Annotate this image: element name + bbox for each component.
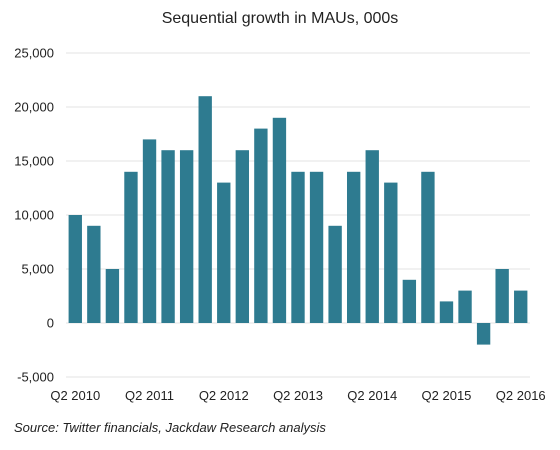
chart-title: Sequential growth in MAUs, 000s bbox=[161, 10, 399, 27]
bar bbox=[254, 128, 268, 323]
bar bbox=[291, 171, 305, 323]
y-tick-label: 10,000 bbox=[14, 208, 54, 223]
bar bbox=[458, 290, 472, 323]
x-tick-label: Q2 2011 bbox=[125, 388, 174, 403]
bar bbox=[87, 225, 101, 323]
y-tick-label: 25,000 bbox=[14, 46, 54, 61]
y-tick-label: 15,000 bbox=[14, 154, 54, 169]
bar bbox=[198, 96, 212, 323]
x-tick-label: Q2 2010 bbox=[50, 388, 100, 403]
x-tick-label: Q2 2012 bbox=[199, 388, 249, 403]
bar bbox=[272, 117, 287, 323]
y-tick-label: 5,000 bbox=[21, 262, 54, 277]
y-tick-label: -5,000 bbox=[17, 370, 54, 385]
bar bbox=[439, 301, 454, 323]
bar bbox=[514, 290, 528, 323]
bar bbox=[476, 323, 491, 345]
y-tick-label: 20,000 bbox=[14, 100, 54, 115]
x-tick-label: Q2 2014 bbox=[347, 388, 397, 403]
bar bbox=[105, 269, 120, 323]
x-tick-label: Q2 2016 bbox=[496, 388, 546, 403]
bar bbox=[161, 150, 175, 323]
bar bbox=[124, 171, 138, 323]
bar bbox=[142, 139, 157, 323]
bar bbox=[68, 215, 82, 323]
x-tick-label: Q2 2013 bbox=[273, 388, 323, 403]
bar bbox=[365, 150, 379, 323]
bar bbox=[402, 279, 417, 323]
x-tick-label: Q2 2015 bbox=[422, 388, 472, 403]
bar bbox=[179, 150, 194, 323]
bar bbox=[346, 171, 361, 323]
bar bbox=[421, 171, 435, 323]
bar bbox=[309, 171, 324, 323]
bar bbox=[495, 269, 509, 323]
bar bbox=[384, 182, 398, 323]
bar bbox=[328, 225, 342, 323]
bar bbox=[235, 150, 250, 323]
chart-source-note: Source: Twitter financials, Jackdaw Rese… bbox=[14, 420, 326, 435]
y-tick-label: 0 bbox=[47, 316, 54, 331]
bar bbox=[217, 182, 231, 323]
